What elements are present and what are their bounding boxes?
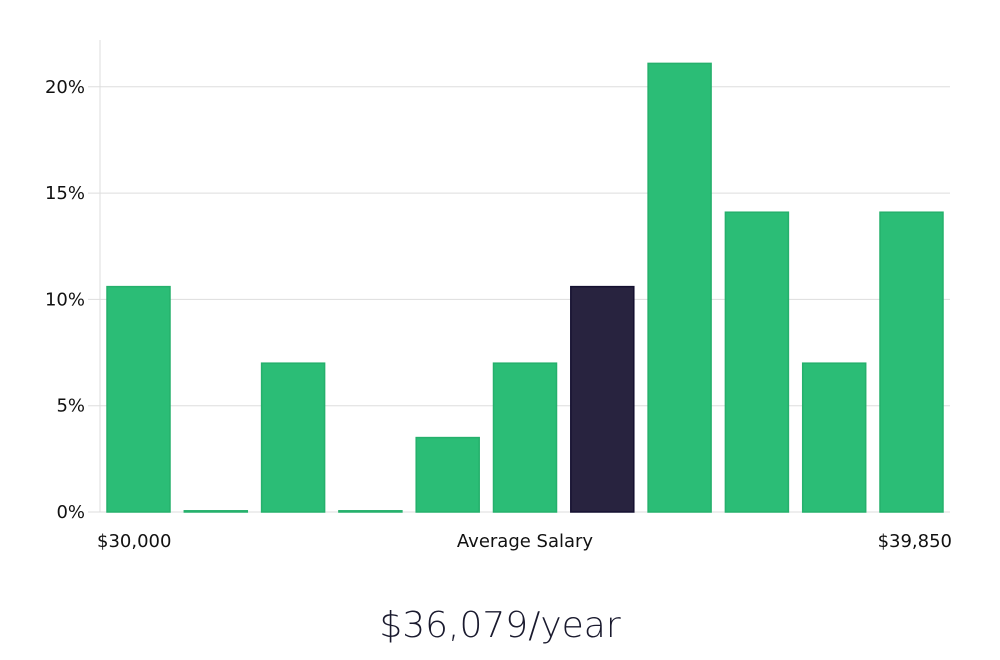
y-tick-labels: 0% 5% 10% 15% 20%	[45, 77, 85, 523]
y-tick-label: 5%	[56, 396, 85, 417]
bar	[801, 362, 867, 513]
y-tick-label: 0%	[56, 502, 85, 523]
y-tick-label: 20%	[45, 77, 85, 98]
y-tick-label: 10%	[45, 289, 85, 310]
bar	[106, 285, 171, 513]
x-middle-label: Average Salary	[457, 531, 594, 552]
bar	[879, 211, 944, 513]
bar	[260, 362, 326, 513]
bars	[106, 62, 944, 513]
x-start-label: $30,000	[97, 531, 171, 552]
bar	[338, 510, 403, 513]
average-salary-value: $36,079/year	[379, 605, 621, 646]
bar	[183, 510, 249, 513]
bar	[415, 436, 480, 513]
x-end-label: $39,850	[878, 531, 952, 552]
bar	[647, 62, 712, 513]
bar	[492, 362, 558, 513]
bar-average-salary	[570, 285, 635, 513]
y-tick-label: 15%	[45, 183, 85, 204]
bar	[724, 211, 790, 513]
